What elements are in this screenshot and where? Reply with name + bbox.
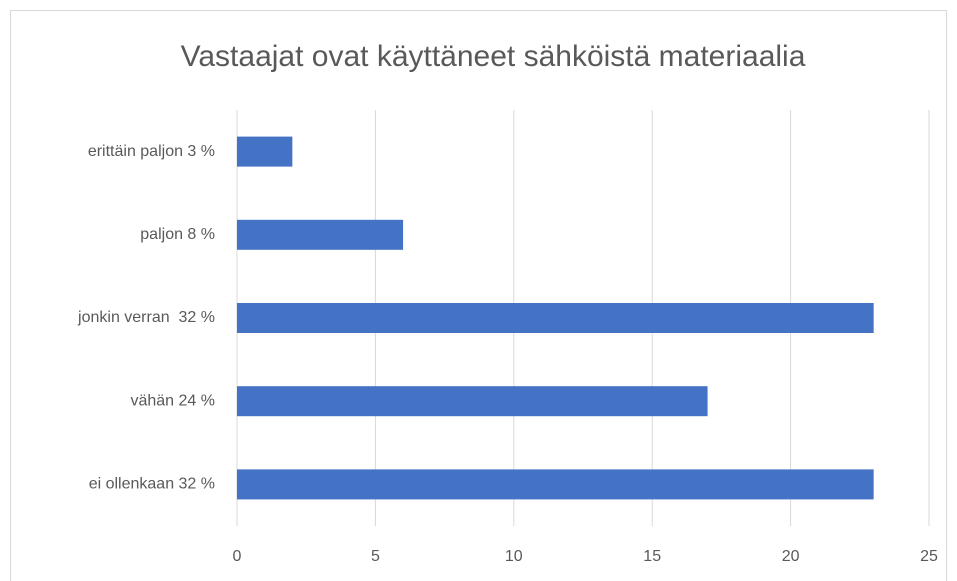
y-tick-label: vähän 24 %	[130, 392, 215, 409]
bar	[237, 303, 874, 333]
bar	[237, 469, 874, 500]
y-tick-label: jonkin verran 32 %	[77, 309, 215, 326]
x-tick-label: 20	[782, 548, 800, 565]
chart-title: Vastaajat ovat käyttäneet sähköistä mate…	[181, 40, 806, 73]
bar	[237, 386, 708, 417]
bar	[237, 219, 404, 250]
bar	[237, 136, 293, 167]
y-tick-label: paljon 8 %	[140, 226, 215, 243]
y-tick-label: erittäin paljon 3 %	[88, 143, 215, 160]
x-tick-label: 25	[920, 548, 938, 565]
x-tick-label: 10	[505, 548, 523, 565]
x-tick-label: 0	[233, 548, 242, 565]
y-tick-label: ei ollenkaan 32 %	[89, 476, 215, 493]
x-tick-label: 15	[643, 548, 661, 565]
x-tick-label: 5	[371, 548, 380, 565]
